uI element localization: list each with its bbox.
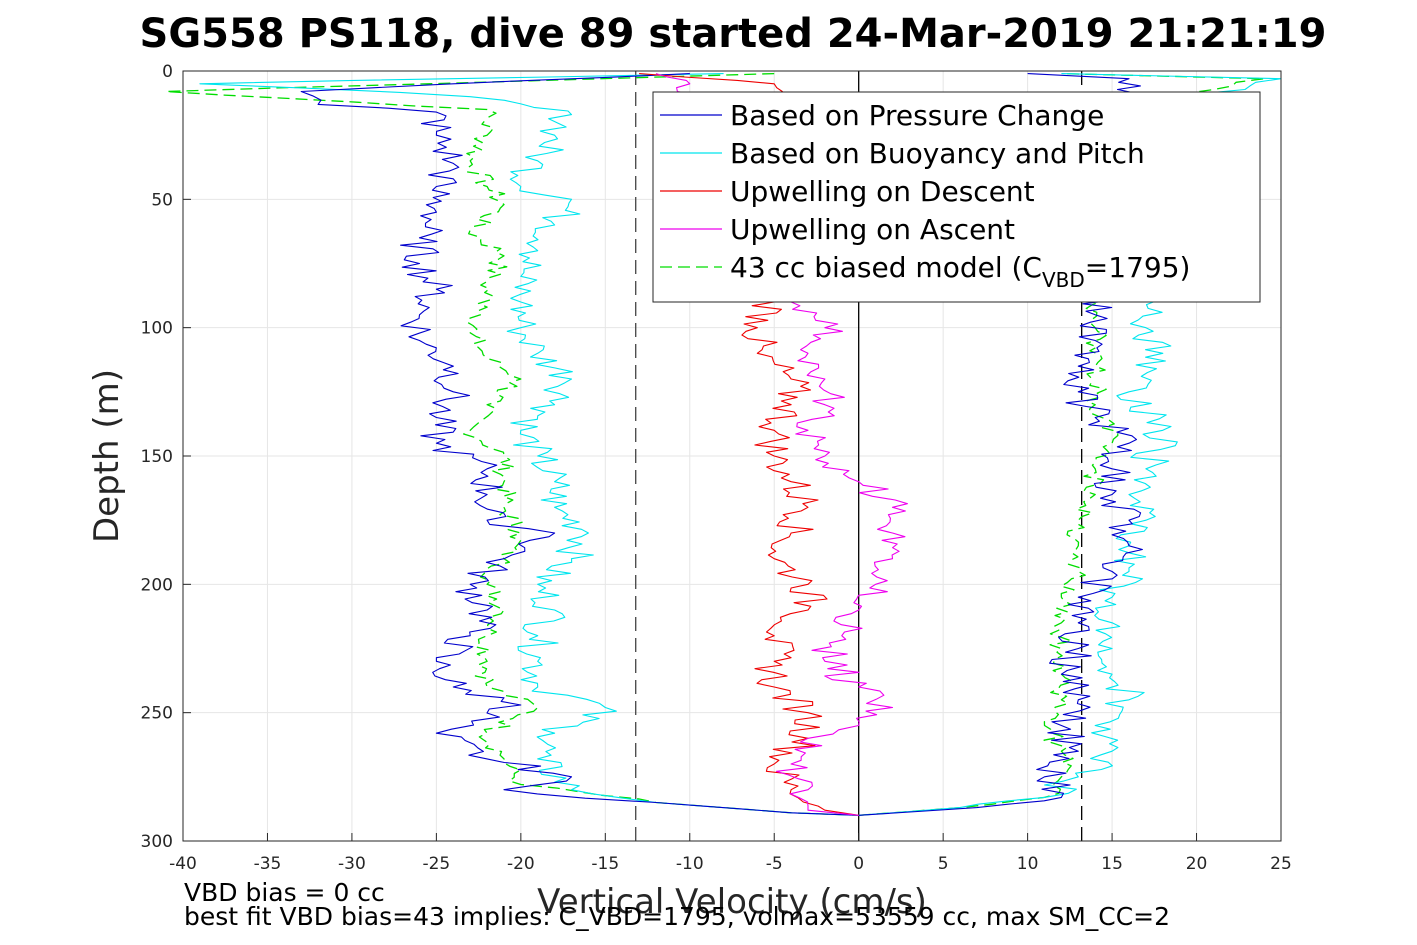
legend-label: Upwelling on Ascent [730, 213, 1015, 246]
legend-label: Upwelling on Descent [730, 175, 1035, 208]
x-tick-label: 15 [1101, 854, 1123, 874]
x-tick-label: -40 [169, 854, 197, 874]
y-axis-label: Depth (m) [87, 369, 127, 543]
footer-vbd-bias: VBD bias = 0 cc [184, 878, 385, 907]
y-tick-label: 100 [141, 319, 173, 339]
legend-label: Based on Buoyancy and Pitch [730, 137, 1145, 170]
legend-box [652, 91, 1261, 303]
series-line [165, 72, 859, 816]
x-tick-label: -5 [766, 854, 783, 874]
y-tick-label: 0 [162, 62, 173, 82]
legend-label: Based on Pressure Change [730, 99, 1104, 132]
y-tick-label: 250 [141, 704, 173, 724]
series-line [199, 73, 859, 816]
chart-title: SG558 PS118, dive 89 started 24-Mar-2019… [140, 11, 1327, 57]
y-tick-label: 150 [141, 447, 173, 467]
x-tick-labels: -40 -35 -30 -25 -20 -15 -10 -5 0 5 10 15 20 25 [169, 833, 1292, 874]
x-tick-label: 20 [1186, 854, 1208, 874]
legend-label-prefix: 43 cc biased model (C [730, 251, 1042, 284]
legend: Based on Pressure Change Based on Buoyanc… [652, 91, 1261, 303]
x-axis-label: Vertical Velocity (cm/s) [537, 882, 927, 922]
x-tick-label: 10 [1017, 854, 1039, 874]
legend-label-subscript: VBD [1042, 268, 1085, 292]
x-tick-label: 5 [938, 854, 949, 874]
x-tick-label: 25 [1270, 854, 1292, 874]
y-tick-label: 200 [141, 575, 173, 595]
x-tick-label: -30 [338, 854, 366, 874]
y-tick-label: 50 [151, 190, 173, 210]
x-tick-label: -25 [422, 854, 450, 874]
y-tick-labels: 0 50 100 150 200 250 300 [141, 62, 191, 852]
series-line [300, 73, 859, 816]
footer-best-fit: best fit VBD bias=43 implies: C_VBD=1795… [184, 902, 1171, 931]
legend-label: 43 cc biased model (CVBD=1795) [730, 251, 1190, 292]
legend-label-suffix: =1795) [1085, 251, 1191, 284]
y-tick-label: 300 [141, 832, 173, 852]
x-tick-label: -35 [254, 854, 282, 874]
x-tick-label: -10 [676, 854, 704, 874]
x-tick-label: -20 [507, 854, 535, 874]
x-tick-label: -15 [591, 854, 619, 874]
x-tick-label: 0 [853, 854, 864, 874]
